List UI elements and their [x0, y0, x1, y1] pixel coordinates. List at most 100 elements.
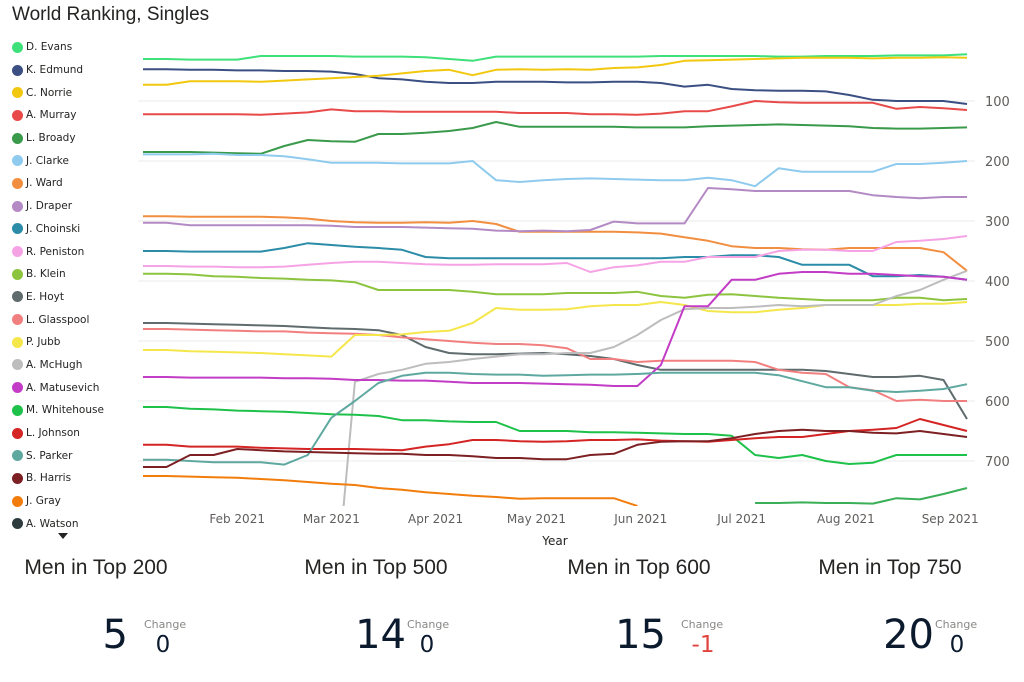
kpi-change-value: 0: [419, 632, 435, 658]
legend-label: L. Johnson: [26, 427, 80, 440]
legend-label: K. Edmund: [26, 64, 84, 77]
series-line-j-clarke: [143, 152, 968, 188]
legend-label: J. Ward: [26, 177, 63, 190]
y-tick-label: 100: [985, 95, 1010, 110]
series-line-a-mchugh: [342, 269, 968, 506]
series-line-s-parker: [143, 371, 968, 466]
legend-item[interactable]: J. Gray: [12, 490, 132, 513]
legend-item[interactable]: J. Ward: [12, 172, 132, 195]
series-line-e-hoyt: [143, 322, 968, 420]
series-line-a-matusevich: [143, 271, 968, 387]
x-tick-label: Jun 2021: [613, 512, 667, 526]
legend-label: J. Choinski: [26, 222, 81, 235]
legend-marker-icon: [12, 314, 23, 326]
x-tick-label: Feb 2021: [209, 512, 265, 526]
legend-label: B. Klein: [26, 268, 66, 281]
legend-item[interactable]: E. Hoyt: [12, 286, 132, 309]
legend-item[interactable]: C. Norrie: [12, 81, 132, 104]
legend-label: L. Glasspool: [26, 313, 90, 326]
legend-item[interactable]: L. Johnson: [12, 422, 132, 445]
kpi-title: Men in Top 750: [818, 556, 962, 579]
legend-item[interactable]: D. Evans: [12, 36, 132, 59]
x-tick-label: Jul 2021: [716, 512, 766, 526]
y-tick-label: 600: [985, 395, 1010, 410]
series-line-l-glasspool: [143, 328, 967, 402]
kpi-title: Men in Top 500: [304, 556, 448, 579]
y-tick-label: 500: [985, 335, 1010, 350]
kpi-change-label: Change: [681, 618, 724, 631]
x-tick-label: Sep 2021: [922, 512, 979, 526]
legend-item[interactable]: B. Harris: [12, 467, 132, 490]
legend-label: R. Peniston: [26, 245, 85, 258]
chart-legend: D. Evans K. Edmund C. Norrie A. Murray L. Br…: [12, 36, 132, 535]
legend-item[interactable]: A. McHugh: [12, 354, 132, 377]
x-axis-title: Year: [541, 534, 567, 548]
legend-marker-icon: [12, 246, 23, 258]
legend-label: S. Parker: [26, 449, 73, 462]
series-line-b-harris: [143, 428, 968, 468]
legend-marker-icon: [12, 472, 23, 484]
legend-label: B. Harris: [26, 472, 72, 485]
legend-label: E. Hoyt: [26, 290, 64, 303]
legend-item[interactable]: P. Jubb: [12, 331, 132, 354]
legend-label: P. Jubb: [26, 336, 61, 349]
kpi-value: 20: [883, 612, 934, 658]
y-tick-label: 200: [985, 155, 1010, 170]
legend-item[interactable]: J. Choinski: [12, 218, 132, 241]
legend-item[interactable]: M. Whitehouse: [12, 399, 132, 422]
legend-marker-icon: [12, 223, 23, 235]
series-line-m-whitehouse: [143, 406, 967, 465]
x-tick-label: Apr 2021: [408, 512, 463, 526]
legend-marker-icon: [12, 64, 23, 76]
y-tick-label: 400: [985, 275, 1010, 290]
kpi-change-label: Change: [144, 618, 187, 631]
legend-marker-icon: [12, 450, 23, 462]
series-line-j-draper: [143, 187, 967, 233]
legend-label: M. Whitehouse: [26, 404, 104, 417]
legend-label: A. Matusevich: [26, 381, 100, 394]
legend-item[interactable]: R. Peniston: [12, 240, 132, 263]
kpi-change-value: 0: [949, 632, 965, 658]
legend-marker-icon: [12, 200, 23, 212]
legend-item[interactable]: A. Watson: [12, 512, 132, 535]
y-tick-label: 700: [985, 455, 1010, 470]
legend-label: L. Broady: [26, 132, 76, 145]
legend-item[interactable]: A. Murray: [12, 104, 132, 127]
legend-scroll-down-icon[interactable]: [58, 533, 68, 539]
legend-marker-icon: [12, 427, 23, 439]
legend-marker-icon: [12, 41, 23, 53]
kpi-change-value: -1: [691, 632, 715, 658]
legend-label: J. Gray: [26, 495, 61, 508]
legend-marker-icon: [12, 404, 23, 416]
legend-item[interactable]: K. Edmund: [12, 59, 132, 82]
legend-item[interactable]: L. Broady: [12, 127, 132, 150]
legend-label: J. Draper: [26, 200, 73, 213]
series-line-k-edmund: [143, 68, 968, 105]
series-line-r-peniston: [143, 235, 968, 273]
legend-marker-icon: [12, 359, 23, 371]
legend-item[interactable]: A. Matusevich: [12, 376, 132, 399]
kpi-change-value: 0: [155, 632, 171, 658]
chart-title: World Ranking, Singles: [12, 4, 210, 25]
legend-marker-icon: [12, 109, 23, 121]
legend-item[interactable]: S. Parker: [12, 444, 132, 467]
series-line-j-gray: [143, 475, 638, 506]
legend-marker-icon: [12, 132, 23, 144]
legend-label: A. McHugh: [26, 358, 83, 371]
series-line-b-klein: [143, 272, 968, 302]
x-tick-label: Mar 2021: [303, 512, 360, 526]
legend-marker-icon: [12, 518, 23, 530]
series-line-unlabeled-22: [755, 487, 968, 505]
legend-item[interactable]: L. Glasspool: [12, 308, 132, 331]
legend-marker-icon: [12, 268, 23, 280]
legend-item[interactable]: J. Draper: [12, 195, 132, 218]
kpi-value: 5: [102, 612, 128, 658]
kpi-change-label: Change: [407, 618, 450, 631]
legend-label: J. Clarke: [26, 154, 69, 167]
legend-marker-icon: [12, 495, 23, 507]
legend-item[interactable]: J. Clarke: [12, 149, 132, 172]
legend-item[interactable]: B. Klein: [12, 263, 132, 286]
legend-label: D. Evans: [26, 41, 73, 54]
kpi-title: Men in Top 600: [567, 556, 711, 579]
series-line-p-jubb: [143, 301, 968, 358]
